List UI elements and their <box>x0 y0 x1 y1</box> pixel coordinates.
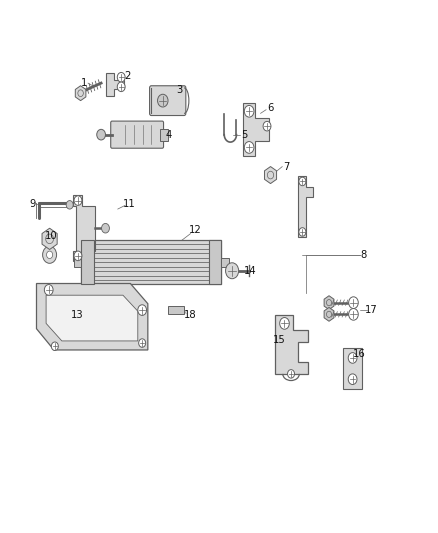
Circle shape <box>74 196 82 205</box>
Text: 7: 7 <box>283 161 290 172</box>
Bar <box>74 258 81 266</box>
Text: 1: 1 <box>81 78 87 88</box>
Polygon shape <box>46 295 138 341</box>
Polygon shape <box>298 176 313 237</box>
Text: 17: 17 <box>364 305 377 315</box>
Circle shape <box>299 177 306 185</box>
Polygon shape <box>324 296 334 310</box>
Text: 12: 12 <box>189 225 201 236</box>
Polygon shape <box>324 308 334 321</box>
Text: 2: 2 <box>124 71 131 81</box>
Text: 18: 18 <box>184 310 197 320</box>
Circle shape <box>66 200 73 209</box>
Text: 3: 3 <box>177 85 183 95</box>
Text: 8: 8 <box>361 250 367 260</box>
Text: 5: 5 <box>241 130 247 140</box>
Circle shape <box>299 228 306 236</box>
Polygon shape <box>75 86 86 101</box>
Polygon shape <box>73 195 95 261</box>
Text: 14: 14 <box>244 266 257 276</box>
Circle shape <box>280 318 289 329</box>
Circle shape <box>244 106 254 117</box>
Bar <box>221 258 229 266</box>
Bar <box>160 128 168 141</box>
Circle shape <box>158 94 168 107</box>
Circle shape <box>51 342 58 351</box>
Text: 4: 4 <box>166 130 172 140</box>
Circle shape <box>226 263 239 279</box>
Circle shape <box>348 353 357 364</box>
Circle shape <box>348 374 357 384</box>
Polygon shape <box>42 228 57 249</box>
Polygon shape <box>36 284 148 350</box>
Circle shape <box>44 285 53 295</box>
Circle shape <box>349 309 358 320</box>
Text: 13: 13 <box>71 310 83 320</box>
Circle shape <box>97 130 106 140</box>
Text: 16: 16 <box>353 349 366 359</box>
Circle shape <box>117 72 125 82</box>
FancyBboxPatch shape <box>150 86 186 116</box>
Circle shape <box>288 369 294 378</box>
Text: 9: 9 <box>29 199 35 209</box>
Text: 15: 15 <box>273 335 286 345</box>
Circle shape <box>244 142 254 154</box>
Circle shape <box>138 305 147 316</box>
Bar <box>209 240 221 284</box>
Bar <box>81 240 221 284</box>
Circle shape <box>42 246 57 263</box>
Polygon shape <box>106 73 124 96</box>
Circle shape <box>263 122 271 131</box>
Text: 10: 10 <box>45 231 57 241</box>
Circle shape <box>139 339 146 348</box>
Text: 6: 6 <box>267 103 274 113</box>
FancyBboxPatch shape <box>111 121 163 148</box>
Polygon shape <box>168 306 184 314</box>
Text: 11: 11 <box>123 199 136 209</box>
Polygon shape <box>343 349 362 389</box>
Circle shape <box>117 82 125 92</box>
Circle shape <box>46 251 53 259</box>
Bar <box>81 240 94 284</box>
Polygon shape <box>243 103 269 156</box>
Polygon shape <box>275 316 307 374</box>
Circle shape <box>102 223 110 233</box>
Circle shape <box>74 251 82 261</box>
Polygon shape <box>265 166 276 183</box>
Circle shape <box>349 297 358 309</box>
